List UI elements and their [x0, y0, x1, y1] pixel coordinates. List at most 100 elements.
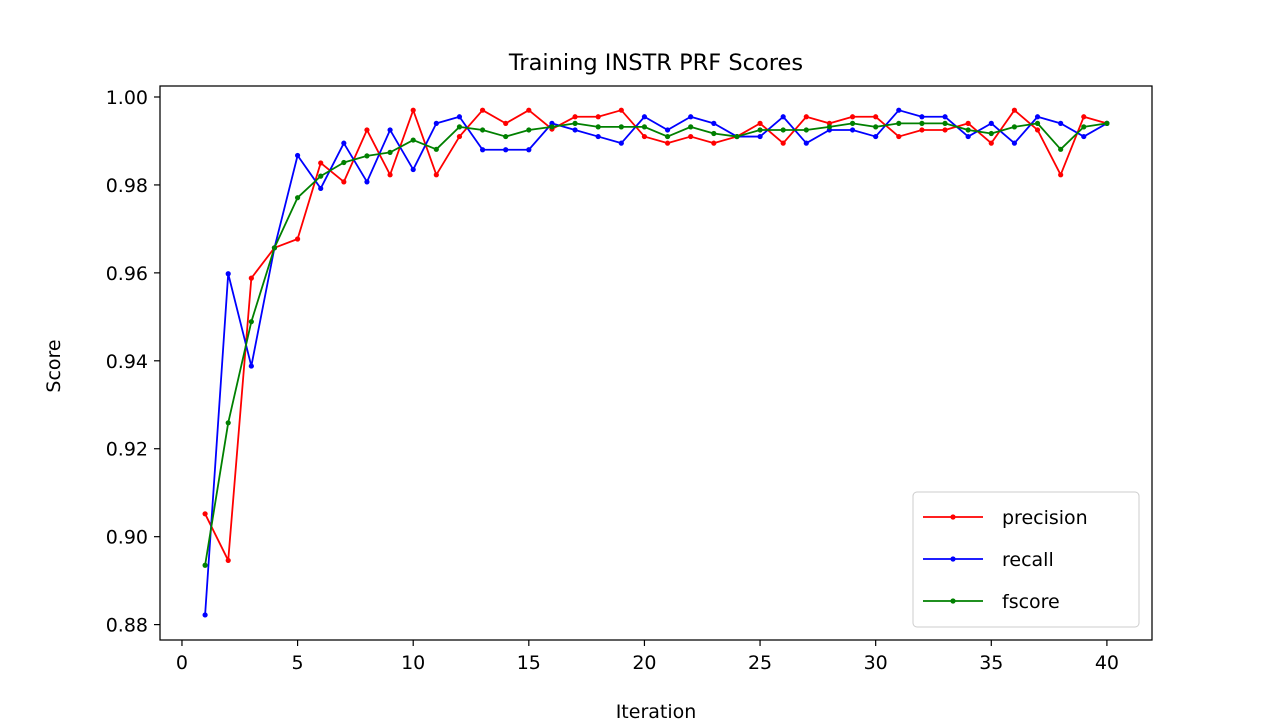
recall-point: [780, 114, 786, 120]
legend: precision recall fscore: [912, 491, 1140, 628]
x-axis: 0 5 10 15 20 25 30 35 40: [176, 640, 1119, 674]
fscore-point: [595, 124, 601, 130]
y-tick-label: 0.98: [106, 175, 148, 197]
x-tick-label: 5: [292, 652, 304, 674]
recall-point: [294, 152, 301, 159]
precision-point: [896, 133, 902, 140]
precision-point: [456, 133, 463, 140]
precision-point: [919, 127, 925, 133]
recall-point: [410, 166, 416, 173]
recall-point: [479, 147, 486, 153]
recall-point: [688, 114, 694, 120]
precision-point: [572, 114, 578, 120]
precision-point: [664, 140, 671, 146]
precision-point: [526, 107, 532, 113]
fscore-point: [410, 137, 416, 143]
precision-point: [595, 114, 601, 120]
precision-point: [942, 127, 948, 133]
recall-point: [664, 127, 671, 133]
precision-point: [294, 236, 301, 242]
fscore-point: [618, 124, 624, 130]
precision-point: [1081, 114, 1087, 120]
fscore-point: [1058, 146, 1064, 152]
fscore-point: [711, 130, 717, 137]
fscore-point: [341, 159, 347, 166]
fscore-point: [549, 124, 555, 130]
x-tick-label: 20: [632, 652, 656, 674]
legend-entry-fscore: fscore: [923, 591, 1060, 613]
fscore-point: [271, 245, 278, 251]
recall-point: [526, 147, 532, 153]
recall-point: [965, 133, 971, 140]
x-tick-label: 30: [864, 652, 888, 674]
legend-label: recall: [1002, 549, 1054, 571]
legend-swatch-marker: [950, 514, 956, 520]
precision-point: [873, 114, 879, 120]
fscore-point: [1104, 120, 1110, 126]
legend-entry-precision: precision: [923, 507, 1088, 529]
fscore-point: [572, 120, 578, 126]
recall-point: [318, 185, 324, 192]
precision-point: [988, 140, 994, 146]
fscore-point: [734, 133, 740, 140]
precision-point: [318, 160, 324, 166]
legend-label: precision: [1002, 507, 1088, 529]
fscore-point: [1011, 124, 1018, 130]
x-tick-label: 25: [748, 652, 772, 674]
precision-point: [479, 107, 486, 113]
recall-point: [873, 133, 879, 140]
fscore-point: [503, 133, 509, 140]
recall-point: [456, 114, 463, 120]
recall-point: [364, 179, 370, 185]
recall-point: [711, 120, 717, 126]
recall-point: [641, 114, 648, 120]
chart-title: Training INSTR PRF Scores: [508, 50, 803, 76]
recall-point: [849, 127, 856, 133]
recall-point: [942, 114, 948, 120]
recall-point: [919, 114, 925, 120]
fscore-point: [318, 173, 324, 179]
fscore-point: [849, 120, 856, 126]
plot-frame: [159, 85, 1153, 641]
precision-point: [711, 140, 717, 146]
fscore-point: [433, 146, 439, 152]
recall-point: [387, 127, 393, 133]
fscore-point: [479, 127, 486, 133]
fscore-point: [942, 120, 948, 126]
recall-point: [503, 147, 509, 153]
fscore-point: [780, 127, 786, 133]
precision-point: [780, 140, 786, 146]
recall-point: [341, 140, 347, 146]
recall-point: [433, 120, 439, 126]
precision-point: [618, 107, 624, 113]
precision-point: [202, 511, 208, 517]
fscore-point: [526, 127, 532, 133]
recall-point: [988, 120, 994, 126]
fscore-point: [1081, 124, 1087, 130]
recall-point: [572, 127, 578, 133]
precision-point: [341, 179, 347, 185]
recall-point: [225, 271, 231, 277]
y-tick-label: 0.92: [106, 439, 148, 461]
recall-point: [896, 107, 902, 113]
precision-point: [849, 114, 856, 120]
fscore-point: [641, 124, 648, 130]
precision-point: [1058, 172, 1064, 178]
precision-point: [1011, 107, 1018, 113]
fscore-point: [248, 319, 254, 325]
precision-point: [757, 120, 763, 126]
y-axis: 0.88 0.90 0.92 0.94 0.96 0.98 1.00: [106, 87, 160, 637]
fscore-point: [664, 133, 671, 140]
recall-point: [803, 140, 809, 146]
fscore-point: [364, 153, 370, 159]
series-fscore: [202, 120, 1110, 568]
precision-point: [248, 275, 254, 281]
fscore-point: [919, 120, 925, 126]
fscore-point: [1034, 120, 1041, 126]
recall-point: [595, 133, 601, 140]
legend-swatch-marker: [950, 598, 956, 604]
y-tick-label: 1.00: [106, 87, 148, 109]
fscore-point: [896, 120, 902, 126]
fscore-point: [757, 127, 763, 133]
